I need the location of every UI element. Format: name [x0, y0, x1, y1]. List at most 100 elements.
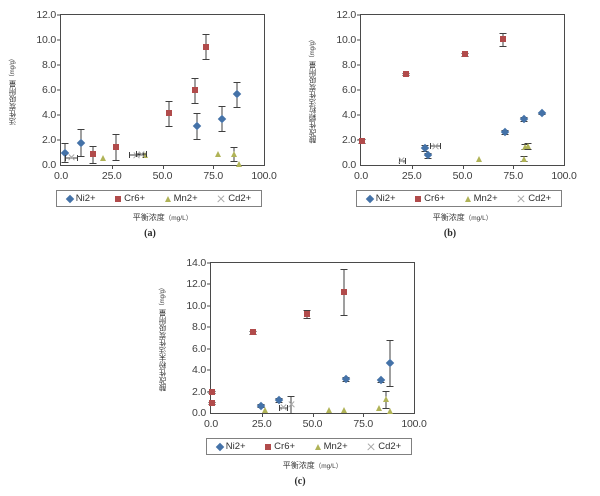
x-axis-tick-label: 75.0 — [353, 418, 374, 430]
x-axis-tick-label: 50.0 — [152, 170, 173, 182]
data-point-square-marker — [112, 143, 119, 150]
data-point-square-marker — [461, 51, 468, 58]
data-point-square-marker — [203, 43, 210, 50]
y-axis-tick-label: 6.0 — [342, 84, 356, 96]
legend-triangle-icon — [464, 195, 471, 202]
data-point-triangle-marker — [386, 408, 393, 415]
error-bar-cap — [499, 46, 507, 48]
y-axis-tick-label: 8.0 — [42, 59, 56, 71]
error-bar-cap — [430, 143, 432, 150]
panel-a-legend: Ni2+ Cr6+ Mn2+ Cd2+ — [56, 190, 262, 207]
y-axis-tick-mark — [357, 39, 361, 41]
legend-diamond-icon — [215, 442, 225, 451]
error-bar-cap — [386, 339, 394, 341]
data-point-x-marker — [138, 151, 145, 158]
error-bar-cap — [165, 125, 173, 127]
error-bar-cap — [499, 32, 507, 34]
error-bar-cap — [404, 157, 406, 164]
data-point-square-marker — [304, 310, 311, 317]
y-axis-tick-label: 0.0 — [192, 407, 206, 419]
figure-panel-c: 酸改性粉末活性炭吸附量（mg/g） 0.0 2.0 4.0 6.0 8.0 10.0 12.… — [150, 248, 450, 496]
x-axis-tick-mark — [261, 413, 263, 417]
y-axis-tick-mark — [57, 114, 61, 116]
error-bar-cap — [382, 407, 390, 409]
legend-label: Cr6+ — [124, 192, 146, 204]
error-bar-cap — [193, 139, 201, 141]
y-axis-tick-mark — [207, 369, 211, 371]
legend-square-icon — [415, 195, 422, 202]
x-axis-tick-label: 100.0 — [251, 170, 277, 182]
data-point-diamond-marker — [376, 376, 385, 385]
y-axis-tick-label: 8.0 — [192, 321, 206, 334]
legend-label: Mn2+ — [173, 192, 198, 204]
legend-item-mn2: Mn2+ — [164, 192, 198, 204]
error-bar-cap — [520, 161, 528, 163]
legend-label: Ni2+ — [225, 440, 246, 452]
legend-label: Cd2+ — [228, 192, 252, 204]
x-axis-tick-mark — [312, 413, 314, 417]
x-axis-tick-mark — [111, 165, 113, 169]
error-bar-cap — [202, 59, 210, 61]
legend-diamond-icon — [365, 194, 375, 203]
data-point-x-marker — [288, 401, 295, 408]
y-axis-tick-mark — [207, 326, 211, 328]
y-axis-tick-label: 10.0 — [36, 34, 56, 46]
legend-item-cd2: Cd2+ — [517, 194, 551, 204]
panel-c-y-axis-title: 酸改性粉末活性炭吸附量（mg/g） — [154, 262, 170, 414]
x-axis-tick-mark — [213, 165, 215, 169]
panel-c-y-axis-title-text: 酸改性粉末活性炭吸附量 — [157, 309, 167, 392]
x-axis-tick-label: 0.0 — [204, 418, 218, 430]
x-axis-tick-label: 75.0 — [203, 170, 224, 182]
panel-c-y-axis-unit: （mg/g） — [159, 284, 166, 310]
figure-panel-a: 活性炭吸附量（mg/g） 0.0 2.0 4.0 6.0 8.0 10.0 12.0 0.0 2… — [0, 0, 300, 248]
error-bar-cap — [89, 146, 97, 148]
legend-label: Ni2+ — [75, 192, 96, 204]
error-bar-cap — [129, 152, 130, 158]
error-bar-cap — [521, 149, 529, 151]
error-bar-cap — [165, 100, 173, 102]
legend-triangle-icon — [164, 195, 171, 202]
panel-c-x-axis-title-text: 平衡浓度 — [282, 461, 315, 470]
error-bar-cap — [61, 161, 69, 163]
data-point-square-marker — [340, 288, 347, 295]
y-axis-tick-mark — [57, 89, 61, 91]
y-axis-tick-label: 8.0 — [342, 59, 356, 71]
panel-c-x-axis-unit: （mg/L） — [314, 463, 343, 470]
x-axis-tick-label: 0.0 — [54, 170, 68, 182]
legend-item-cr6: Cr6+ — [115, 194, 145, 204]
legend-diamond-icon — [65, 194, 75, 203]
panel-a-x-axis-title-text: 平衡浓度 — [132, 213, 165, 222]
error-bar-cap — [191, 102, 199, 104]
y-axis-tick-label: 2.0 — [192, 385, 206, 398]
data-point-triangle-marker — [525, 142, 532, 149]
data-point-square-marker — [359, 138, 365, 145]
legend-triangle-icon — [314, 443, 321, 450]
panel-b-plot-area: 0.0 2.0 4.0 6.0 8.0 10.0 12.0 0.0 25.0 50.0 75.0 10… — [336, 9, 576, 182]
x-axis-tick-label: 50.0 — [452, 170, 473, 182]
panel-b-y-axis-title-text: 酸改性颗粒活性炭吸附量 — [307, 61, 317, 144]
error-bar-cap — [146, 151, 148, 158]
x-axis-tick-mark — [162, 165, 164, 169]
data-point-diamond-marker — [385, 358, 394, 367]
panel-b-y-axis-title: 酸改性颗粒活性炭吸附量（mg/g） — [304, 14, 320, 166]
error-bar-cap — [193, 113, 201, 115]
panel-c-x-axis-title: 平衡浓度（mg/L） — [210, 460, 415, 471]
legend-square-icon — [115, 195, 122, 202]
y-axis-tick-mark — [57, 139, 61, 141]
y-axis-tick-label: 6.0 — [192, 342, 206, 355]
error-bar-cap — [77, 154, 79, 161]
data-point-triangle-marker — [325, 407, 332, 414]
y-axis-tick-label: 10.0 — [336, 34, 356, 46]
error-bar-cap — [89, 162, 97, 164]
data-point-diamond-marker — [520, 114, 529, 123]
legend-item-cr6: Cr6+ — [265, 442, 295, 452]
legend-item-cd2: Cd2+ — [217, 194, 251, 204]
data-point-triangle-marker — [475, 155, 482, 162]
data-point-triangle-marker — [522, 143, 529, 150]
x-axis-tick-label: 50.0 — [302, 418, 323, 430]
y-axis-tick-mark — [357, 64, 361, 66]
data-point-triangle-marker — [142, 152, 149, 158]
y-axis-tick-mark — [57, 64, 61, 66]
y-axis-tick-mark — [357, 89, 361, 91]
data-point-triangle-marker — [340, 406, 347, 413]
